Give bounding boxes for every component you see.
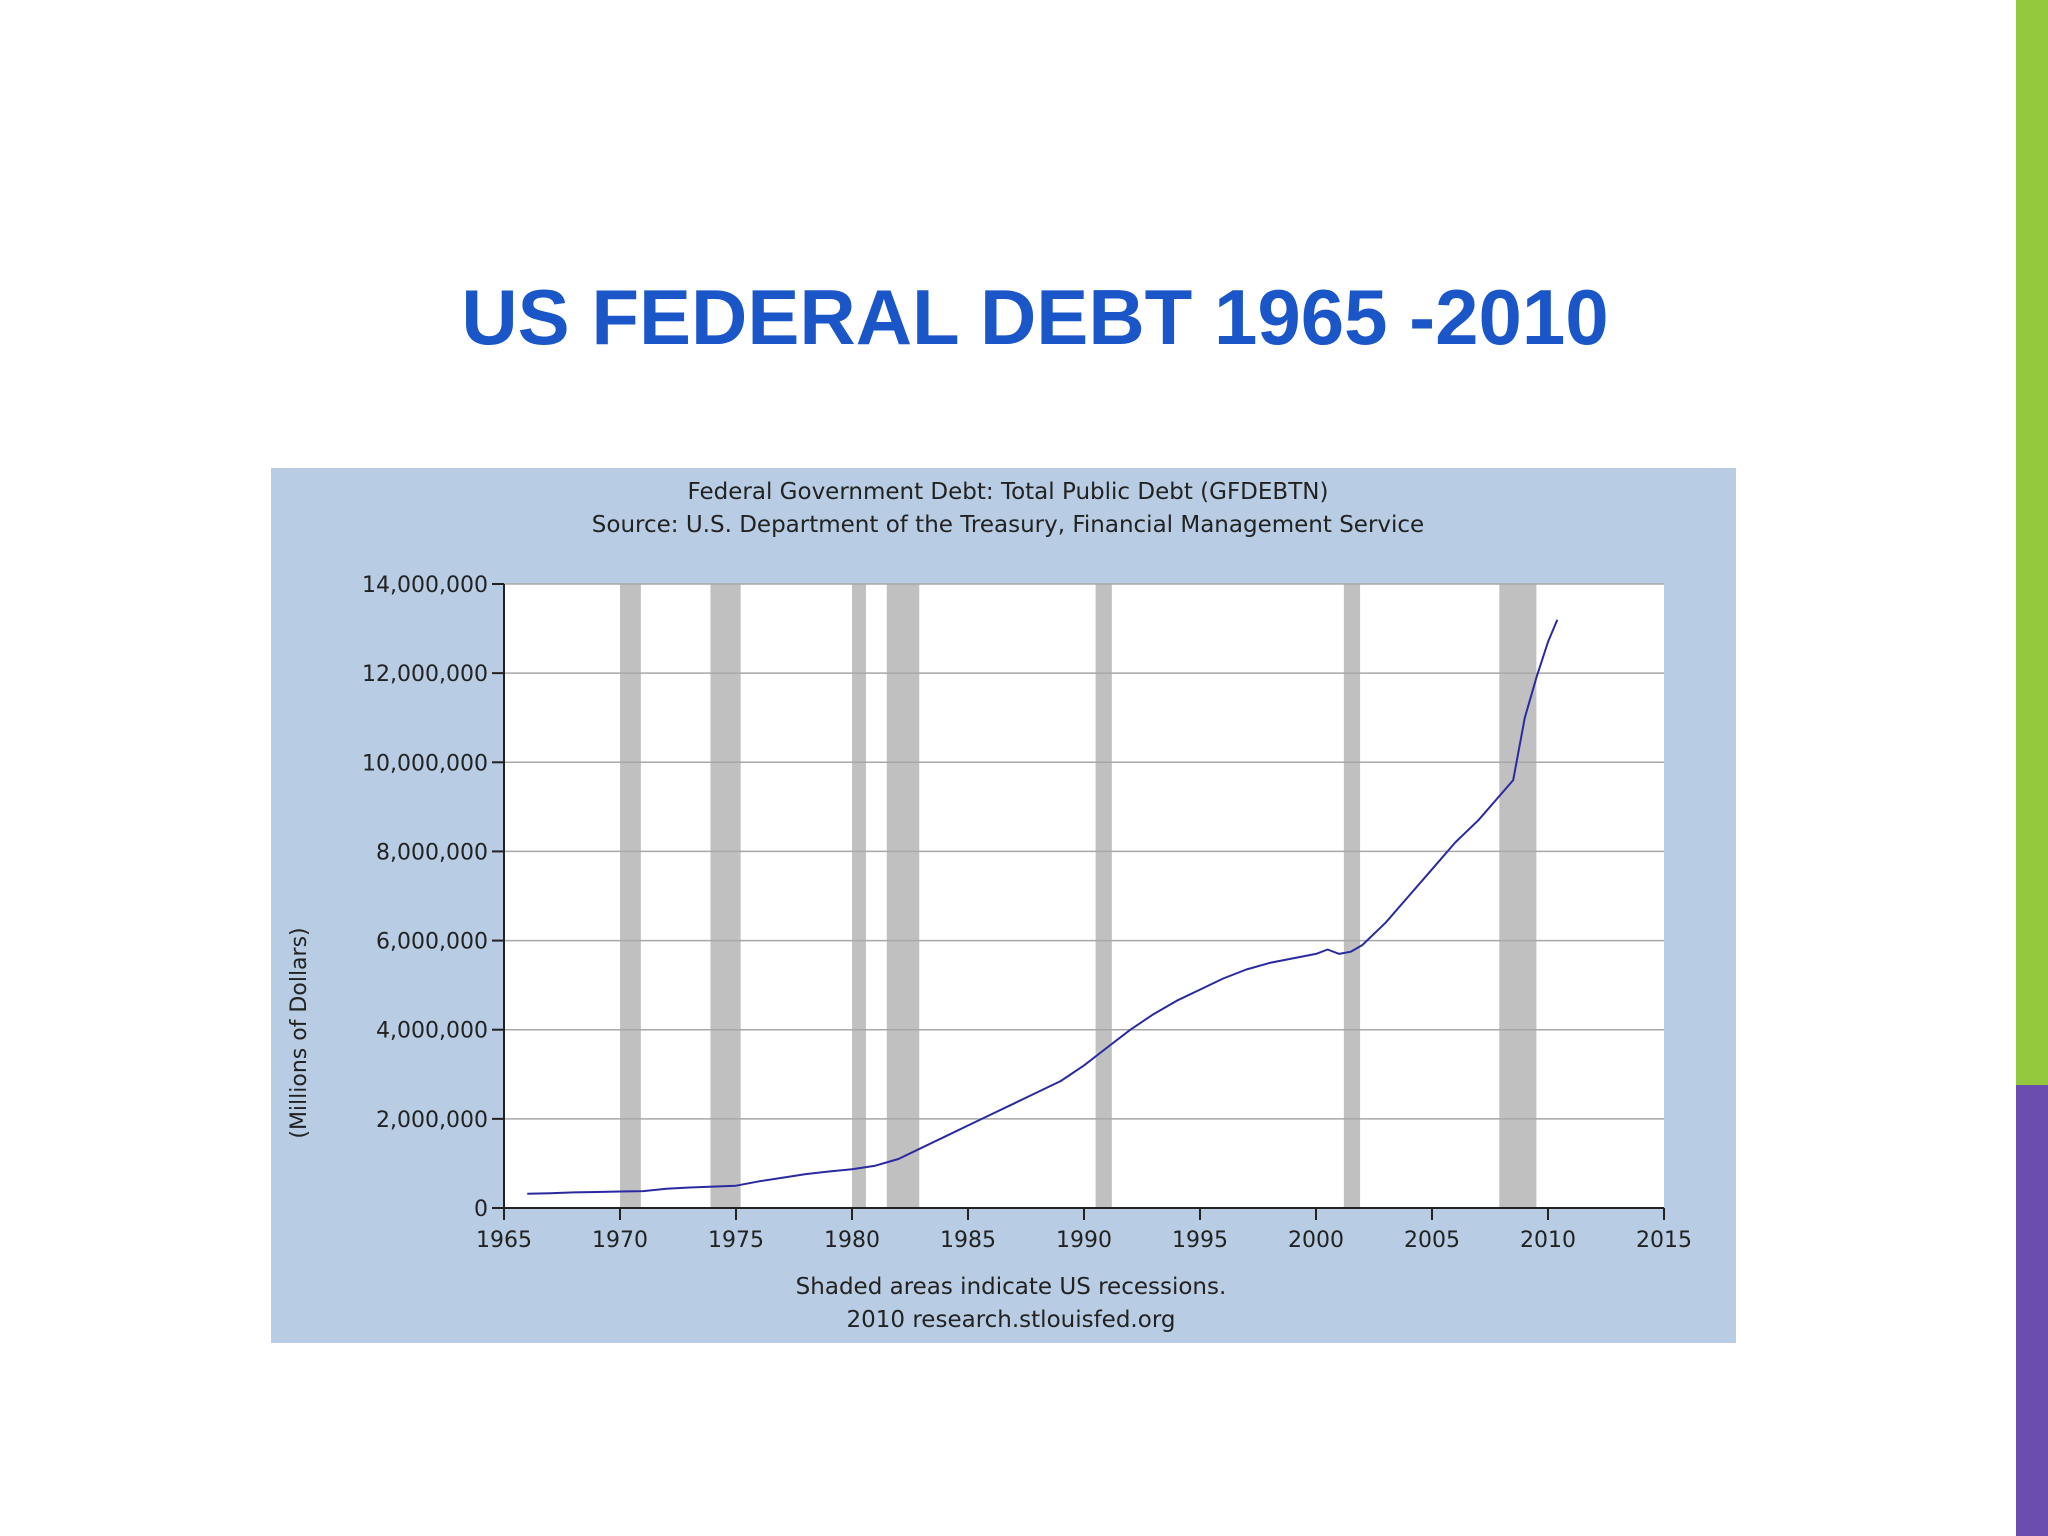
y-axis-label: (Millions of Dollars) — [287, 927, 312, 1138]
chart-subtitle: Source: U.S. Department of the Treasury,… — [592, 512, 1424, 538]
recession-band-6 — [1499, 584, 1537, 1208]
recession-band-2 — [852, 584, 866, 1208]
footnote-recessions: Shaded areas indicate US recessions. — [796, 1274, 1227, 1300]
x-tick-label-3: 1980 — [824, 1228, 880, 1253]
x-tick-label-7: 2000 — [1288, 1228, 1344, 1253]
y-tick-label-6: 12,000,000 — [362, 662, 488, 687]
accent-bar-green — [2016, 0, 2048, 1085]
recession-band-4 — [1095, 584, 1112, 1208]
y-tick-label-7: 14,000,000 — [362, 573, 488, 598]
y-tick-label-2: 4,000,000 — [376, 1019, 488, 1044]
recession-band-1 — [710, 584, 741, 1208]
x-tick-label-10: 2015 — [1636, 1228, 1692, 1253]
x-tick-label-2: 1975 — [708, 1228, 764, 1253]
y-tick-label-1: 2,000,000 — [376, 1108, 488, 1133]
y-tick-label-4: 8,000,000 — [376, 840, 488, 865]
x-tick-label-0: 1965 — [476, 1228, 532, 1253]
recession-band-5 — [1343, 584, 1361, 1208]
recession-band-0 — [620, 584, 641, 1208]
y-tick-label-0: 0 — [474, 1197, 488, 1222]
plot-area: 0 2,000,000 4,000,000 6,000,000 8,000,000 10,… — [362, 573, 1692, 1253]
x-tick-label-4: 1985 — [940, 1228, 996, 1253]
chart-panel: Federal Government Debt: Total Public De… — [271, 468, 1736, 1343]
y-tick-label-5: 10,000,000 — [362, 751, 488, 776]
x-tick-label-6: 1995 — [1172, 1228, 1228, 1253]
recession-band-3 — [886, 584, 920, 1208]
slide-title: US FEDERAL DEBT 1965 -2010 — [461, 273, 1609, 361]
y-tick-label-3: 6,000,000 — [376, 930, 488, 955]
plot-background — [504, 584, 1664, 1208]
series-line-0 — [527, 619, 1559, 1195]
accent-bar-purple — [2016, 1085, 2048, 1536]
x-tick-label-9: 2010 — [1520, 1228, 1576, 1253]
footnote-source: 2010 research.stlouisfed.org — [847, 1307, 1176, 1333]
debt-line-chart: Federal Government Debt: Total Public De… — [287, 479, 1692, 1333]
x-tick-label-1: 1970 — [592, 1228, 648, 1253]
x-tick-label-8: 2005 — [1404, 1228, 1460, 1253]
chart-title: Federal Government Debt: Total Public De… — [688, 479, 1329, 505]
x-tick-label-5: 1990 — [1056, 1228, 1112, 1253]
